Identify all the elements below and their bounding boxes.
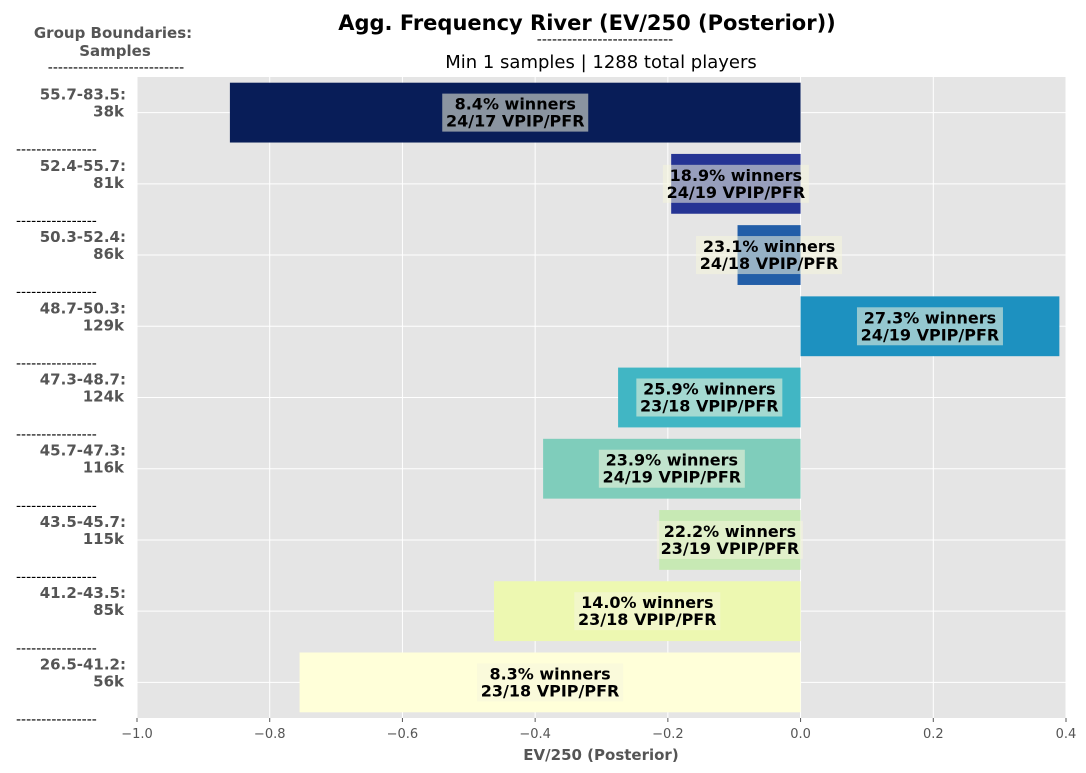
y-separator: ---------------- bbox=[16, 285, 97, 301]
x-axis-label: EV/250 (Posterior) bbox=[523, 746, 678, 764]
x-tick-label: 0.4 bbox=[1056, 727, 1077, 742]
y-axis-header-line1: Group Boundaries: bbox=[34, 24, 192, 42]
y-separator: ---------------- bbox=[16, 570, 97, 586]
bar-label-box bbox=[574, 592, 721, 631]
x-tick-label: −0.8 bbox=[254, 727, 286, 742]
y-label-range: 52.4-55.7: bbox=[40, 157, 126, 175]
y-separator: ---------------- bbox=[16, 641, 97, 657]
y-axis-header-underline: --------------------------- bbox=[48, 60, 184, 76]
bar-label-box bbox=[598, 449, 745, 488]
bar-winners-label: 22.2% winners bbox=[664, 522, 796, 541]
y-label-samples: 115k bbox=[83, 530, 125, 548]
y-label-range: 45.7-47.3: bbox=[40, 442, 126, 460]
bar-winners-label: 8.3% winners bbox=[489, 664, 610, 683]
bar-winners-label: 8.4% winners bbox=[455, 95, 576, 114]
bar-winners-label: 18.9% winners bbox=[670, 166, 802, 185]
y-separator: ---------------- bbox=[16, 712, 97, 728]
chart-title: Agg. Frequency River (EV/250 (Posterior)… bbox=[338, 11, 836, 35]
bar-winners-label: 14.0% winners bbox=[581, 593, 713, 612]
y-label-range: 47.3-48.7: bbox=[40, 371, 126, 389]
bar-label-box bbox=[442, 93, 589, 132]
y-separator: ---------------- bbox=[16, 427, 97, 443]
bar-vpip-pfr-label: 24/19 VPIP/PFR bbox=[603, 468, 742, 487]
y-separator: ---------------- bbox=[16, 142, 97, 158]
bar-label-box bbox=[662, 164, 809, 203]
bar-vpip-pfr-label: 24/19 VPIP/PFR bbox=[667, 183, 806, 202]
x-tick-label: −0.4 bbox=[519, 727, 551, 742]
bar-label-box bbox=[696, 236, 843, 275]
y-separator: ---------------- bbox=[16, 356, 97, 372]
x-tick-label: 0.0 bbox=[790, 727, 811, 742]
bar-vpip-pfr-label: 24/19 VPIP/PFR bbox=[861, 325, 1000, 344]
bar-vpip-pfr-label: 23/18 VPIP/PFR bbox=[481, 681, 620, 700]
bar-vpip-pfr-label: 23/18 VPIP/PFR bbox=[640, 397, 779, 416]
chart-title-underline: --------------------------- bbox=[537, 32, 673, 48]
y-label-samples: 116k bbox=[83, 459, 125, 477]
bar-vpip-pfr-label: 24/18 VPIP/PFR bbox=[700, 254, 839, 273]
bar-label-box bbox=[477, 663, 624, 702]
y-label-range: 55.7-83.5: bbox=[40, 86, 126, 104]
bar-vpip-pfr-label: 23/18 VPIP/PFR bbox=[578, 610, 717, 629]
x-tick-label: −0.6 bbox=[387, 727, 419, 742]
bar-label-box bbox=[656, 520, 803, 559]
y-label-samples: 124k bbox=[83, 388, 125, 406]
bar-winners-label: 23.9% winners bbox=[606, 451, 738, 470]
x-tick-label: −0.2 bbox=[652, 727, 684, 742]
chart-subtitle: Min 1 samples | 1288 total players bbox=[445, 52, 757, 73]
y-separator: ---------------- bbox=[16, 498, 97, 514]
bar-label-box bbox=[856, 307, 1003, 346]
bar-vpip-pfr-label: 24/17 VPIP/PFR bbox=[446, 112, 585, 131]
y-label-samples: 81k bbox=[93, 174, 125, 192]
y-label-range: 50.3-52.4: bbox=[40, 228, 126, 246]
y-label-samples: 38k bbox=[93, 103, 125, 121]
y-label-samples: 56k bbox=[93, 672, 125, 690]
bar-winners-label: 23.1% winners bbox=[703, 237, 835, 256]
y-axis-header-line2: Samples bbox=[79, 42, 151, 60]
x-axis: −1.0 −0.8 −0.6 −0.4 −0.2 0.0 0.2 0.4 bbox=[121, 718, 1076, 742]
bar-winners-label: 25.9% winners bbox=[643, 380, 775, 399]
y-label-range: 41.2-43.5: bbox=[40, 584, 126, 602]
y-axis-labels: 55.7-83.5:38k----------------52.4-55.7:8… bbox=[16, 86, 126, 728]
y-label-range: 43.5-45.7: bbox=[40, 513, 126, 531]
y-separator: ---------------- bbox=[16, 213, 97, 229]
bar-label-box bbox=[636, 378, 783, 417]
y-label-samples: 85k bbox=[93, 601, 125, 619]
y-label-range: 26.5-41.2: bbox=[40, 655, 126, 673]
y-label-samples: 129k bbox=[83, 316, 125, 334]
bar-vpip-pfr-label: 23/19 VPIP/PFR bbox=[661, 539, 800, 558]
x-tick-label: 0.2 bbox=[923, 727, 944, 742]
x-tick-label: −1.0 bbox=[121, 727, 153, 742]
bar-winners-label: 27.3% winners bbox=[864, 308, 996, 327]
y-label-range: 48.7-50.3: bbox=[40, 299, 126, 317]
y-label-samples: 86k bbox=[93, 245, 125, 263]
